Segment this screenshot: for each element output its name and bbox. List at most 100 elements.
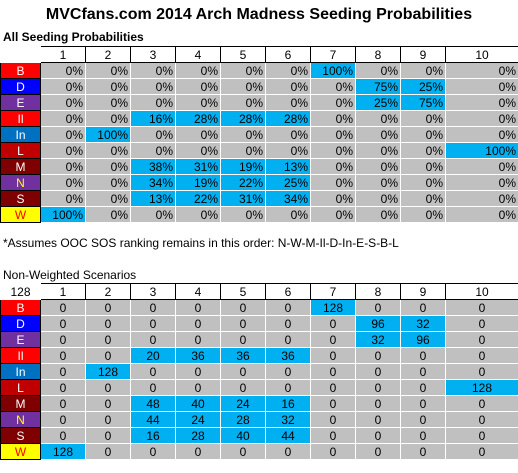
value-cell: 0 <box>355 299 401 316</box>
value-cell: 31% <box>175 158 221 175</box>
value-cell: 0% <box>445 190 518 207</box>
value-cell: 0% <box>40 110 86 127</box>
ooc-sos-note: *Assumes OOC SOS ranking remains in this… <box>3 236 399 250</box>
value-cell: 0 <box>220 331 266 348</box>
value-cell: 16% <box>130 110 176 127</box>
value-cell: 0 <box>355 411 401 428</box>
table-row: S 0% 0% 13% 22% 31% 34% 0% 0% 0% 0% <box>0 190 518 207</box>
value-cell: 0 <box>400 347 446 364</box>
seed-column-header: 2 <box>85 46 131 63</box>
value-cell: 0% <box>130 206 176 223</box>
table-row: Il 0% 0% 16% 28% 28% 28% 0% 0% 0% 0% <box>0 110 518 127</box>
table-row: E 0 0 0 0 0 0 0 32 96 0 <box>0 331 518 348</box>
value-cell: 0% <box>355 190 401 207</box>
value-cell: 24 <box>175 411 221 428</box>
value-cell: 0% <box>265 206 311 223</box>
value-cell: 0 <box>445 443 518 460</box>
value-cell: 0 <box>40 379 86 396</box>
value-cell: 0% <box>355 110 401 127</box>
value-cell: 40 <box>220 427 266 444</box>
seed-column-header: 9 <box>400 46 446 63</box>
value-cell: 0 <box>130 443 176 460</box>
value-cell: 0 <box>85 395 131 412</box>
value-cell: 0% <box>220 78 266 95</box>
value-cell: 0% <box>310 190 356 207</box>
value-cell: 0 <box>40 299 86 316</box>
value-cell: 0% <box>400 110 446 127</box>
team-label: In <box>0 126 41 143</box>
value-cell: 0 <box>355 443 401 460</box>
corner-cell: 128 <box>0 283 41 300</box>
value-cell: 0 <box>445 363 518 380</box>
value-cell: 0 <box>175 315 221 332</box>
value-cell: 0 <box>265 299 311 316</box>
value-cell: 0 <box>130 299 176 316</box>
value-cell: 0% <box>445 110 518 127</box>
value-cell: 0 <box>40 411 86 428</box>
value-cell: 0% <box>400 62 446 79</box>
team-label: S <box>0 190 41 207</box>
value-cell: 0 <box>400 427 446 444</box>
value-cell: 0 <box>265 331 311 348</box>
value-cell: 19% <box>220 158 266 175</box>
value-cell: 128 <box>40 443 86 460</box>
team-label: L <box>0 142 41 159</box>
value-cell: 0% <box>310 174 356 191</box>
seed-column-header: 9 <box>400 283 446 300</box>
value-cell: 0 <box>400 299 446 316</box>
value-cell: 0% <box>310 110 356 127</box>
team-label: N <box>0 174 41 191</box>
value-cell: 0% <box>310 142 356 159</box>
value-cell: 0 <box>175 331 221 348</box>
value-cell: 0 <box>400 411 446 428</box>
value-cell: 0% <box>85 174 131 191</box>
value-cell: 22% <box>220 174 266 191</box>
value-cell: 128 <box>85 363 131 380</box>
seed-column-header: 2 <box>85 283 131 300</box>
value-cell: 0 <box>310 379 356 396</box>
table-row: W 128 0 0 0 0 0 0 0 0 0 <box>0 443 518 460</box>
value-cell: 0 <box>130 363 176 380</box>
value-cell: 32 <box>355 331 401 348</box>
value-cell: 36 <box>220 347 266 364</box>
value-cell: 0 <box>400 363 446 380</box>
value-cell: 0 <box>130 315 176 332</box>
value-cell: 0% <box>220 126 266 143</box>
seed-column-header: 3 <box>130 46 176 63</box>
value-cell: 0% <box>130 78 176 95</box>
value-cell: 0 <box>220 363 266 380</box>
value-cell: 0 <box>85 299 131 316</box>
value-cell: 0% <box>85 142 131 159</box>
value-cell: 0 <box>220 379 266 396</box>
value-cell: 0% <box>445 62 518 79</box>
team-label: In <box>0 363 41 380</box>
value-cell: 0 <box>130 379 176 396</box>
team-label: L <box>0 379 41 396</box>
value-cell: 0% <box>220 94 266 111</box>
value-cell: 0% <box>40 62 86 79</box>
value-cell: 25% <box>400 78 446 95</box>
scenarios-heading: Non-Weighted Scenarios <box>3 268 137 282</box>
value-cell: 0 <box>355 427 401 444</box>
value-cell: 0 <box>85 315 131 332</box>
value-cell: 0% <box>85 158 131 175</box>
value-cell: 13% <box>265 158 311 175</box>
value-cell: 0 <box>400 395 446 412</box>
value-cell: 0 <box>310 395 356 412</box>
sheet-title: MVCfans.com 2014 Arch Madness Seeding Pr… <box>45 6 473 23</box>
value-cell: 0% <box>355 174 401 191</box>
value-cell: 96 <box>400 331 446 348</box>
value-cell: 0 <box>445 315 518 332</box>
value-cell: 0% <box>265 126 311 143</box>
value-cell: 0% <box>400 206 446 223</box>
value-cell: 0% <box>355 142 401 159</box>
value-cell: 0% <box>130 126 176 143</box>
value-cell: 38% <box>130 158 176 175</box>
value-cell: 0% <box>130 142 176 159</box>
table-row: L 0 0 0 0 0 0 0 0 0 128 <box>0 379 518 396</box>
value-cell: 0 <box>310 315 356 332</box>
value-cell: 28 <box>220 411 266 428</box>
seed-column-header: 5 <box>220 283 266 300</box>
value-cell: 0 <box>40 363 86 380</box>
scenarios-table: 128 1 2 3 4 5 6 7 8 9 10 B 0 0 0 0 0 0 128 0 0 0 D 0 0 0 0 0 0 0 96 32 0… <box>0 283 518 460</box>
